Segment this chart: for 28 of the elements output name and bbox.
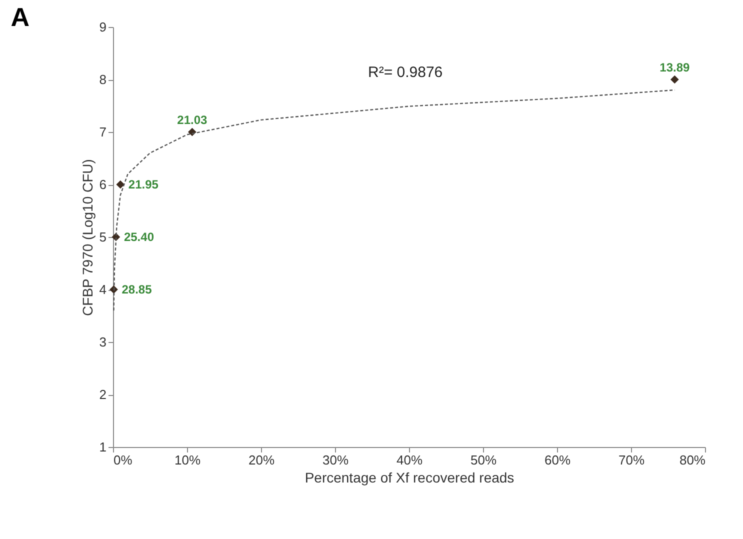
annotation: 21.03 bbox=[177, 113, 208, 127]
annotation: 25.40 bbox=[124, 230, 154, 244]
y-tick-label: 4 bbox=[99, 282, 106, 297]
x-axis-title: Percentage of Xf recovered reads bbox=[304, 470, 514, 486]
annotation: 13.89 bbox=[660, 60, 690, 74]
y-tick-label: 5 bbox=[99, 230, 106, 244]
x-tick-label: 40% bbox=[396, 452, 423, 468]
annotation: 21.95 bbox=[128, 178, 159, 192]
x-tick-label: 0% bbox=[114, 452, 133, 468]
x-tick-label: 50% bbox=[470, 452, 497, 468]
y-tick-label: 7 bbox=[99, 124, 106, 140]
y-tick-label: 8 bbox=[99, 72, 106, 87]
y-tick-label: 2 bbox=[99, 387, 106, 402]
annotation: R²= 0.9876 bbox=[368, 64, 443, 81]
x-tick-label: 30% bbox=[322, 452, 349, 468]
y-tick-label: 3 bbox=[99, 334, 106, 350]
y-axis-title: CFBP 7970 (Log10 CFU) bbox=[79, 159, 96, 316]
x-tick-label: 70% bbox=[618, 452, 645, 468]
y-tick-label: 1 bbox=[99, 440, 106, 454]
x-tick-label: 80% bbox=[679, 452, 706, 468]
chart-title: A bbox=[10, 2, 30, 32]
x-tick-label: 60% bbox=[544, 452, 571, 468]
line-series bbox=[113, 89, 676, 312]
y-tick-label: 9 bbox=[99, 20, 106, 34]
y-tick-label: 6 bbox=[99, 177, 106, 192]
x-tick-label: 10% bbox=[174, 452, 201, 468]
annotation: 28.85 bbox=[122, 282, 152, 296]
x-tick-label: 20% bbox=[248, 452, 275, 468]
